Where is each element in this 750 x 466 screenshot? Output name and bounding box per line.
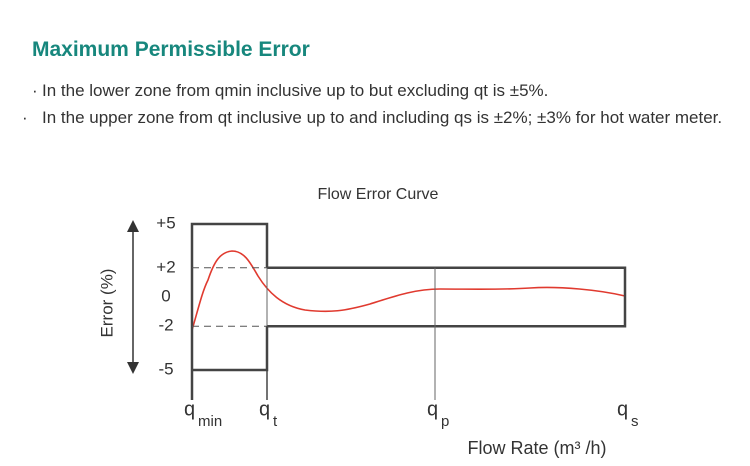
error-curve: [191, 250, 626, 331]
bullet-text: In the lower zone from qmin inclusive up…: [42, 81, 549, 100]
title: Maximum Permissible Error: [32, 38, 310, 61]
y-tick-label: -5: [158, 359, 173, 378]
x-tick-subscript: s: [631, 413, 639, 430]
y-tick-label: +5: [156, 213, 175, 232]
x-tick-subscript: t: [273, 413, 278, 430]
x-tick-symbol: q: [617, 398, 628, 420]
bullet: · In the upper zone from qt inclusive up …: [22, 108, 723, 127]
x-tick-symbol: q: [427, 398, 438, 420]
bullet: · In the lower zone from qmin inclusive u…: [32, 81, 549, 100]
x-axis-label: Flow Rate (m³ /h): [467, 438, 606, 458]
y-tick-label: +2: [156, 257, 175, 276]
chart-title: Flow Error Curve: [318, 186, 439, 203]
x-tick-subscript: p: [441, 413, 449, 430]
y-axis-label: Error (%): [97, 269, 116, 338]
y-tick-label: -2: [158, 316, 173, 335]
x-tick-symbol: q: [259, 398, 270, 420]
x-tick-subscript: min: [198, 413, 222, 430]
upper-zone-envelope: [267, 266, 627, 328]
x-tick-symbol: q: [184, 398, 195, 420]
bullet-text: In the upper zone from qt inclusive up t…: [42, 108, 723, 127]
lower-zone-envelope: [190, 222, 269, 400]
y-tick-label: 0: [161, 286, 170, 305]
